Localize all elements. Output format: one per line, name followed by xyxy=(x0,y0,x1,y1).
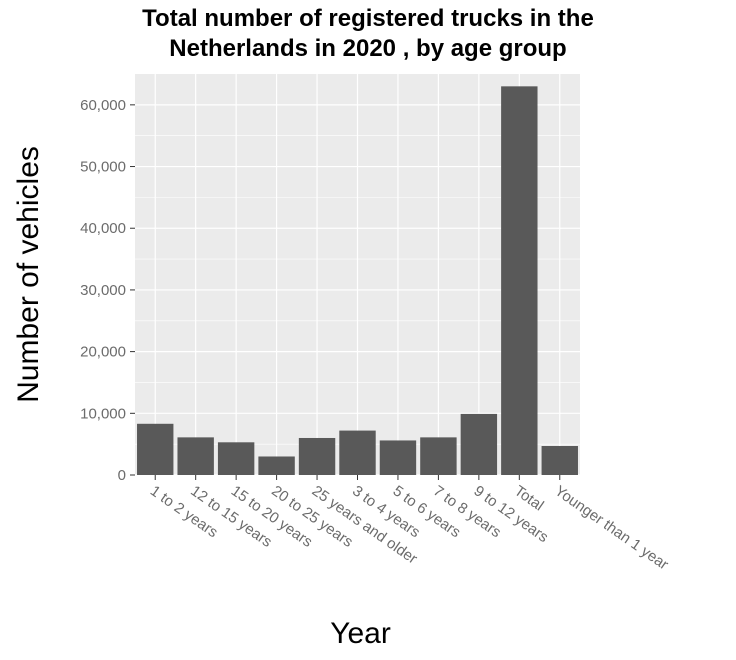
y-tick-label: 10,000 xyxy=(80,405,126,422)
chart-title: Total number of registered trucks in the… xyxy=(0,4,736,64)
chart-title-line-1: Total number of registered trucks in the xyxy=(142,5,594,32)
y-tick-label: 0 xyxy=(118,467,126,484)
bar-9 xyxy=(460,413,498,475)
bar-1 xyxy=(137,423,174,475)
y-axis: 0 10,000 20,000 30,000 40,000 50,000 60,000 xyxy=(80,97,135,484)
bar-4 xyxy=(258,456,295,475)
bar-7 xyxy=(379,440,417,475)
y-tick-label: 60,000 xyxy=(80,97,126,114)
bars xyxy=(137,86,578,475)
x-axis-title: Year xyxy=(330,617,391,650)
bar-10 xyxy=(501,86,538,475)
y-tick-label: 20,000 xyxy=(80,344,126,361)
chart-title-line-2: Netherlands in 2020 , by age group xyxy=(169,35,567,62)
bar-5 xyxy=(298,437,336,475)
y-tick-label: 40,000 xyxy=(80,220,126,237)
bar-6 xyxy=(339,430,376,475)
bar-11 xyxy=(541,446,578,475)
bar-2 xyxy=(177,437,214,475)
y-tick-label: 50,000 xyxy=(80,159,126,176)
bar-8 xyxy=(420,437,457,475)
x-tick-label: Younger than 1 year xyxy=(551,482,671,573)
y-axis-title: Number of vehicles xyxy=(12,146,45,403)
y-tick-label: 30,000 xyxy=(80,282,126,299)
bar-3 xyxy=(217,442,255,475)
